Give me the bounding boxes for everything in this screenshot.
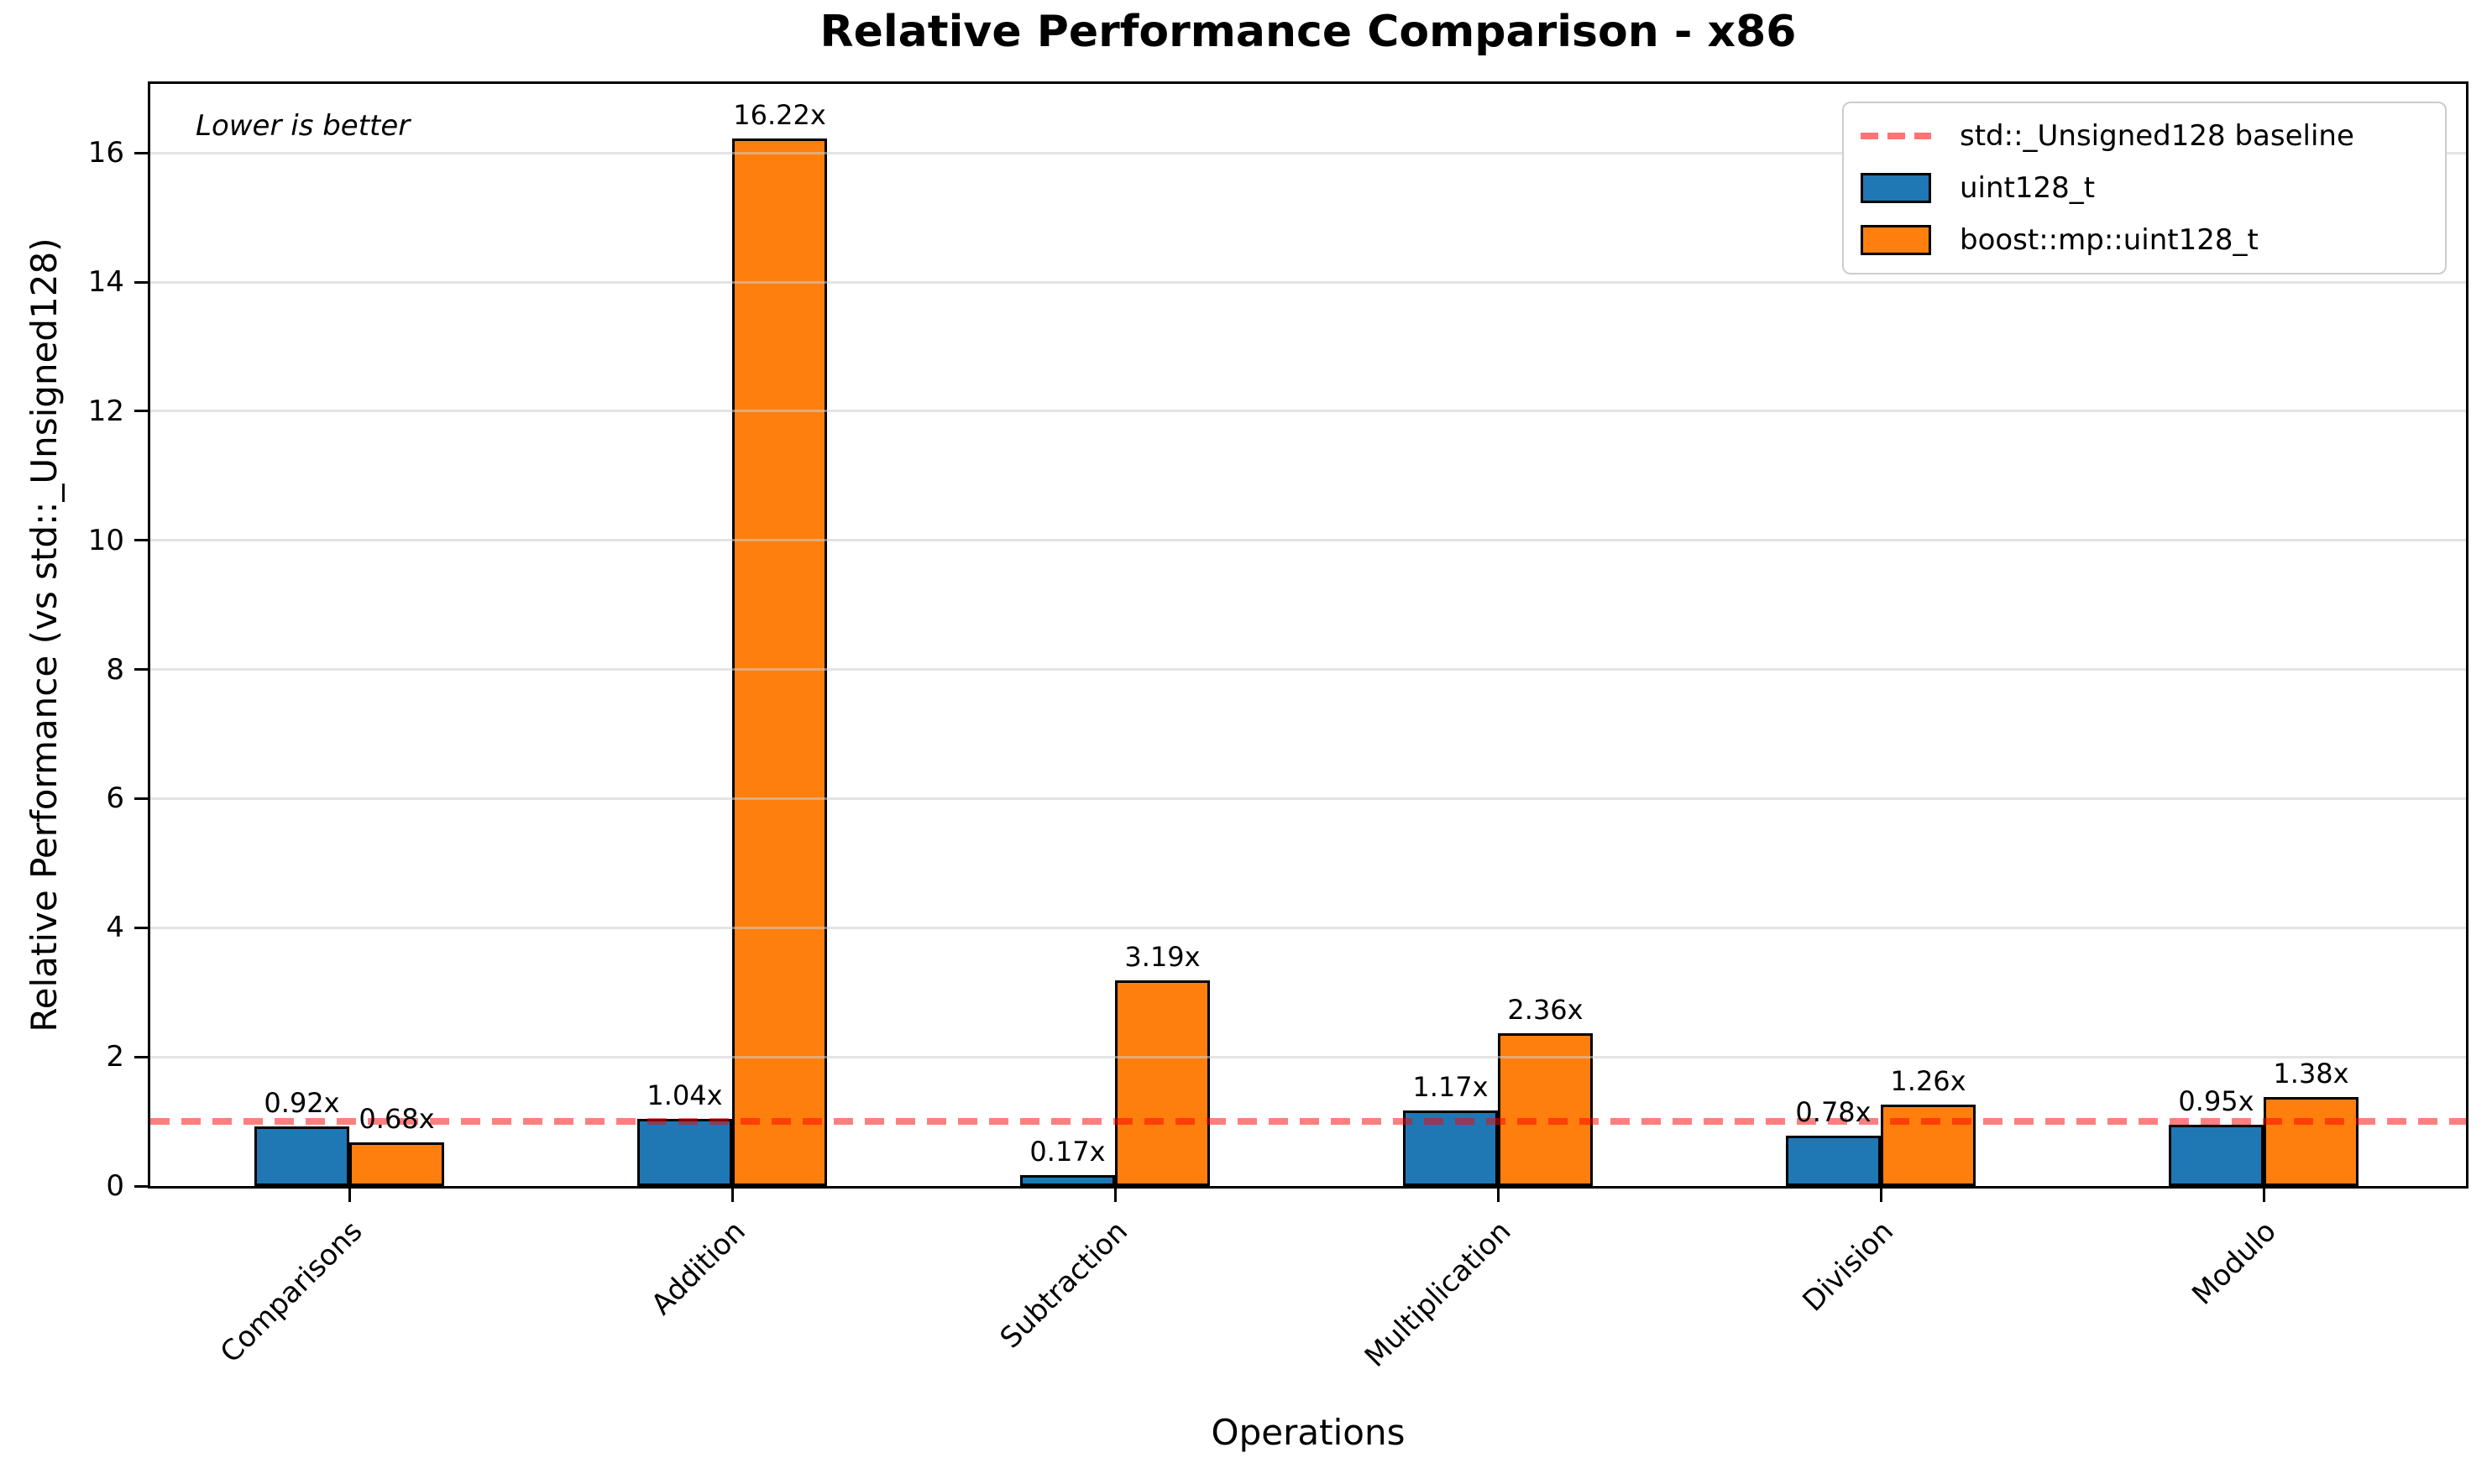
bar-value-label: 1.04x: [647, 1079, 723, 1111]
legend-label-uint128: uint128_t: [1960, 171, 2096, 205]
bar-uint128_t-subtraction: [1020, 1175, 1115, 1186]
bar-uint128_t-comparisons: [254, 1126, 349, 1186]
bar-value-label: 1.17x: [1412, 1071, 1489, 1103]
bar-value-label: 2.36x: [1507, 994, 1584, 1026]
bar-value-label: 1.38x: [2273, 1058, 2349, 1089]
x-tick-mark: [1113, 1189, 1117, 1202]
gridline: [150, 668, 2466, 671]
y-tick-mark: [134, 926, 148, 929]
y-tick-mark: [134, 668, 148, 671]
uint128-swatch-icon: [1861, 173, 1931, 203]
y-tick-label: 12: [87, 394, 124, 428]
y-tick-label: 10: [87, 523, 124, 557]
x-tick-label-multiplication: Multiplication: [1358, 1215, 1518, 1374]
bar-uint128_t-addition: [637, 1119, 732, 1186]
legend-item-boost-uint128: boost::mp::uint128_t: [1861, 223, 2428, 257]
y-tick-mark: [134, 280, 148, 284]
bar-value-label: 1.26x: [1890, 1065, 1966, 1097]
gridline: [150, 926, 2466, 929]
annotation-lower-is-better: Lower is better: [196, 109, 411, 143]
legend-item-uint128: uint128_t: [1861, 171, 2428, 205]
gridline: [150, 280, 2466, 284]
x-tick-mark: [730, 1189, 734, 1202]
x-tick-label-subtraction: Subtraction: [993, 1215, 1135, 1356]
bar-boost::mp::uint128_t-subtraction: [1115, 980, 1210, 1186]
bar-value-label: 0.78x: [1795, 1096, 1872, 1128]
x-tick-mark: [1879, 1189, 1882, 1202]
y-tick-mark: [134, 797, 148, 800]
bar-value-label: 0.68x: [359, 1103, 435, 1135]
y-tick-label: 2: [106, 1040, 124, 1074]
x-tick-label-modulo: Modulo: [2186, 1215, 2284, 1312]
baseline-dash-icon: [1861, 133, 1931, 139]
gridline: [150, 151, 2466, 154]
baseline-line: [150, 1118, 2466, 1126]
bar-boost::mp::uint128_t-comparisons: [349, 1142, 444, 1186]
bar-value-label: 16.22x: [733, 99, 826, 131]
bar-boost::mp::uint128_t-modulo: [2264, 1097, 2358, 1186]
bar-uint128_t-division: [1786, 1136, 1881, 1186]
y-tick-mark: [134, 1055, 148, 1058]
legend-item-baseline: std::_Unsigned128 baseline: [1861, 119, 2428, 153]
x-tick-mark: [2262, 1189, 2265, 1202]
y-tick-mark: [134, 410, 148, 413]
x-axis-label: Operations: [1211, 1412, 1406, 1453]
legend-label-baseline: std::_Unsigned128 baseline: [1960, 119, 2354, 153]
y-tick-mark: [134, 539, 148, 542]
gridline: [150, 797, 2466, 800]
x-tick-label-addition: Addition: [644, 1215, 752, 1322]
gridline: [150, 410, 2466, 413]
bar-boost::mp::uint128_t-addition: [732, 138, 827, 1186]
x-tick-label-comparisons: Comparisons: [213, 1215, 369, 1370]
y-tick-label: 16: [87, 136, 124, 170]
y-tick-mark: [134, 1184, 148, 1188]
y-axis-label: Relative Performance (vs std::_Unsigned1…: [24, 238, 65, 1032]
y-tick-mark: [134, 151, 148, 154]
x-tick-label-division: Division: [1796, 1215, 1901, 1319]
y-tick-label: 8: [106, 652, 124, 687]
bar-value-label: 3.19x: [1124, 941, 1201, 973]
bar-value-label: 0.17x: [1029, 1136, 1106, 1168]
boost-uint128-swatch-icon: [1861, 225, 1931, 255]
gridline: [150, 539, 2466, 542]
chart-title: Relative Performance Comparison - x86: [819, 7, 1797, 57]
bar-value-label: 0.92x: [264, 1087, 340, 1119]
y-tick-label: 0: [106, 1169, 124, 1203]
gridline: [150, 1055, 2466, 1058]
bar-value-label: 0.95x: [2178, 1085, 2254, 1117]
x-tick-mark: [348, 1189, 351, 1202]
x-tick-mark: [1496, 1189, 1500, 1202]
legend-label-boost-uint128: boost::mp::uint128_t: [1960, 223, 2259, 257]
y-tick-label: 6: [106, 781, 124, 816]
y-tick-label: 14: [87, 265, 124, 300]
bar-uint128_t-modulo: [2169, 1125, 2264, 1186]
bar-boost::mp::uint128_t-multiplication: [1498, 1033, 1593, 1186]
legend: std::_Unsigned128 baseline uint128_t boo…: [1842, 102, 2447, 274]
y-tick-label: 4: [106, 911, 124, 945]
plot-area: Lower is better std::_Unsigned128 baseli…: [88, 81, 2468, 1374]
